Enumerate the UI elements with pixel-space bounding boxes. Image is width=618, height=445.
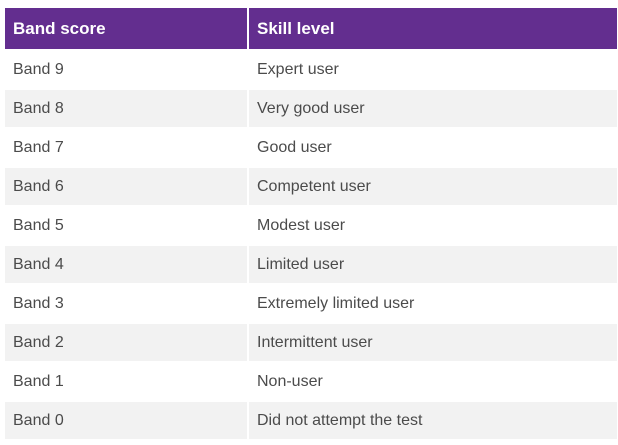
skill-level-cell: Very good user [249, 90, 617, 127]
table-row: Band 3 Extremely limited user [5, 285, 617, 322]
table-row: Band 5 Modest user [5, 207, 617, 244]
skill-level-cell: Non-user [249, 363, 617, 400]
skill-level-cell: Modest user [249, 207, 617, 244]
skill-level-cell: Intermittent user [249, 324, 617, 361]
table-body: Band 9 Expert user Band 8 Very good user… [5, 51, 617, 439]
table-row: Band 9 Expert user [5, 51, 617, 88]
table-row: Band 7 Good user [5, 129, 617, 166]
band-score-cell: Band 2 [5, 324, 247, 361]
header-row: Band score Skill level [5, 8, 617, 49]
band-score-cell: Band 6 [5, 168, 247, 205]
skill-level-cell: Expert user [249, 51, 617, 88]
table-row: Band 2 Intermittent user [5, 324, 617, 361]
table-row: Band 1 Non-user [5, 363, 617, 400]
table-row: Band 8 Very good user [5, 90, 617, 127]
band-score-cell: Band 7 [5, 129, 247, 166]
skill-level-cell: Extremely limited user [249, 285, 617, 322]
band-score-table: Band score Skill level Band 9 Expert use… [3, 6, 618, 441]
skill-level-cell: Did not attempt the test [249, 402, 617, 439]
band-score-cell: Band 0 [5, 402, 247, 439]
band-score-cell: Band 3 [5, 285, 247, 322]
header-skill-level: Skill level [249, 8, 617, 49]
band-score-cell: Band 1 [5, 363, 247, 400]
band-score-cell: Band 9 [5, 51, 247, 88]
table-row: Band 6 Competent user [5, 168, 617, 205]
skill-level-cell: Limited user [249, 246, 617, 283]
table-header: Band score Skill level [5, 8, 617, 49]
skill-level-cell: Competent user [249, 168, 617, 205]
band-score-cell: Band 8 [5, 90, 247, 127]
band-score-cell: Band 4 [5, 246, 247, 283]
band-score-cell: Band 5 [5, 207, 247, 244]
skill-level-cell: Good user [249, 129, 617, 166]
table-row: Band 0 Did not attempt the test [5, 402, 617, 439]
header-band-score: Band score [5, 8, 247, 49]
table-row: Band 4 Limited user [5, 246, 617, 283]
